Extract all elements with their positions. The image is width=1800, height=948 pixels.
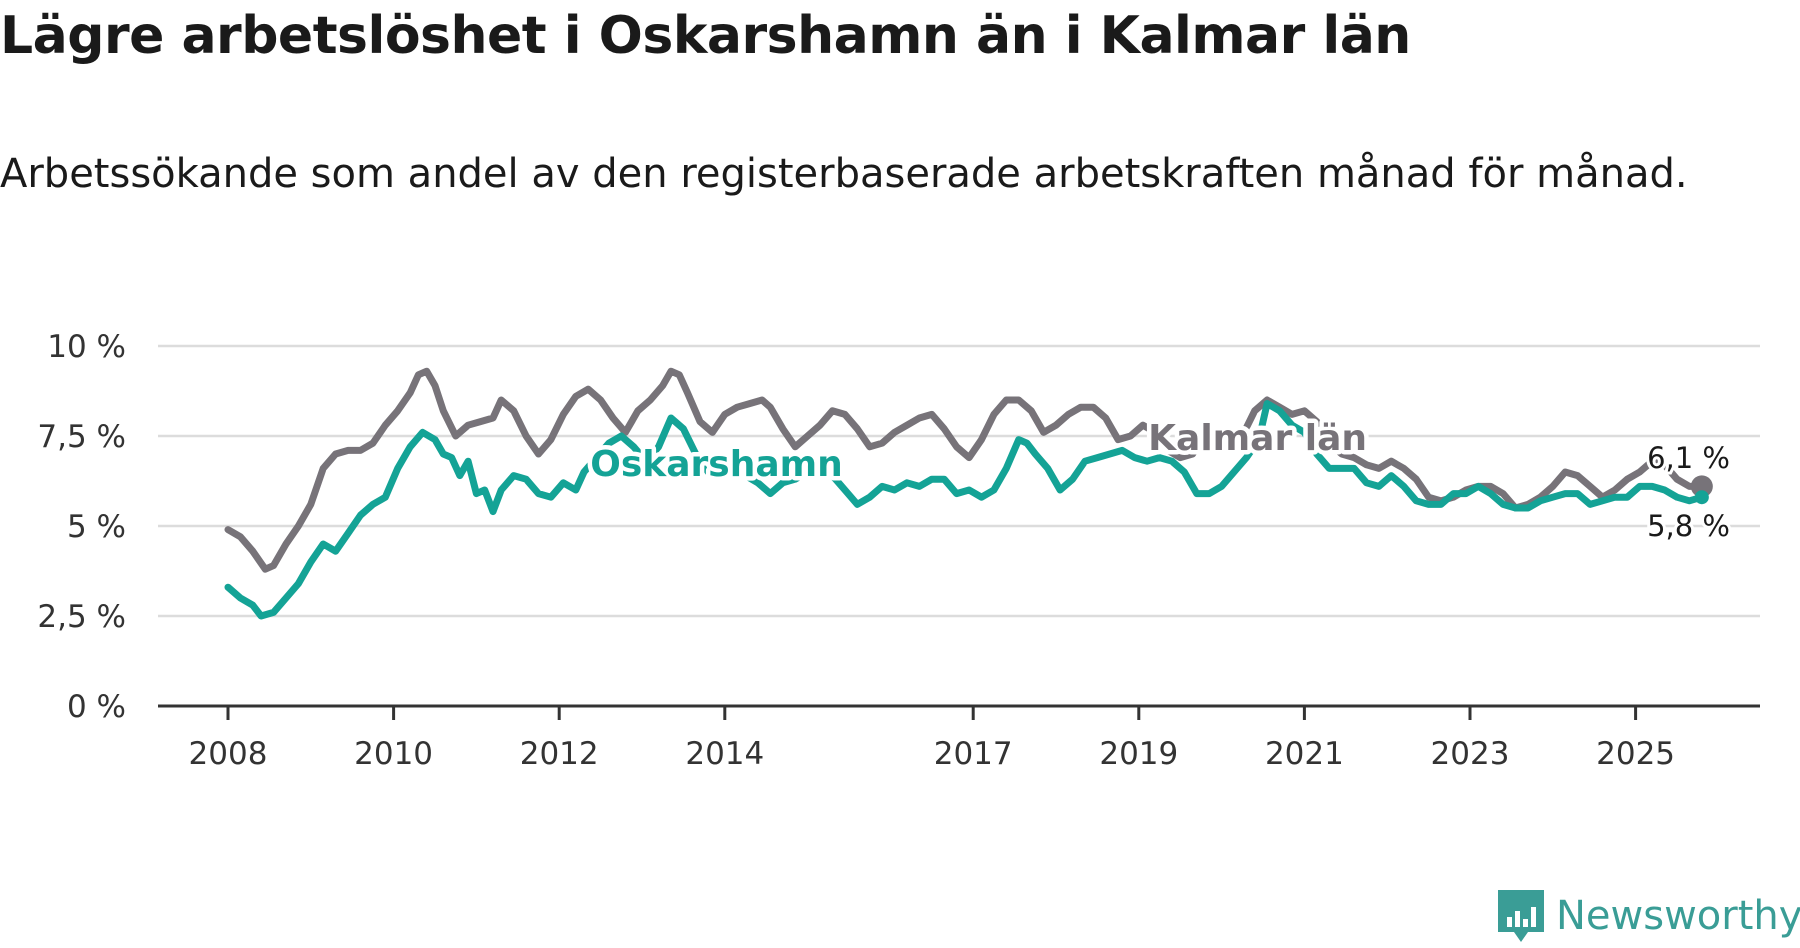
end-value-label-oskarshamn: 5,8 % bbox=[1647, 509, 1730, 543]
end-point-oskarshamn bbox=[1694, 490, 1709, 505]
newsworthy-logo: Newsworthy bbox=[1496, 888, 1800, 944]
series-label-oskarshamn: Oskarshamn bbox=[590, 444, 843, 485]
y-tick-label: 7,5 % bbox=[37, 419, 126, 455]
y-tick-label: 0 % bbox=[67, 689, 126, 725]
series-labels: Oskarshamn Kalmar län 6,1 % 5,8 % bbox=[586, 414, 1733, 547]
y-tick-label: 10 % bbox=[47, 329, 126, 365]
chart-title: Lägre arbetslöshet i Oskarshamn än i Kal… bbox=[0, 6, 1411, 66]
axes: 0 % 2,5 % 5 % 7,5 % 10 % 2008 2010 2012 2014 2017… bbox=[37, 329, 1760, 772]
newsworthy-logo-icon bbox=[1498, 890, 1544, 942]
series-lines bbox=[224, 367, 1713, 620]
series-label-kalmar-lan: Kalmar län bbox=[1148, 418, 1367, 459]
end-value-label-kalmar-lan: 6,1 % bbox=[1647, 441, 1730, 475]
series-line-oskarshamn bbox=[224, 400, 1706, 620]
chart-subtitle: Arbetssökande som andel av den registerb… bbox=[0, 151, 1688, 197]
x-tick-label: 2014 bbox=[685, 736, 764, 772]
x-tick-label: 2019 bbox=[1099, 736, 1178, 772]
x-tick-label: 2021 bbox=[1265, 736, 1344, 772]
x-tick-label: 2008 bbox=[189, 736, 268, 772]
newsworthy-logo-text: Newsworthy bbox=[1556, 893, 1800, 939]
x-tick-label: 2010 bbox=[354, 736, 433, 772]
x-tick-label: 2023 bbox=[1431, 736, 1510, 772]
line-chart: 0 % 2,5 % 5 % 7,5 % 10 % 2008 2010 2012 2014 2017… bbox=[37, 329, 1760, 772]
x-tick-label: 2025 bbox=[1596, 736, 1675, 772]
y-tick-label: 5 % bbox=[67, 509, 126, 545]
series-line-kalmar-lan bbox=[224, 367, 1706, 573]
end-point-kalmar-lan bbox=[1690, 475, 1713, 498]
y-tick-label: 2,5 % bbox=[37, 599, 126, 635]
x-tick-label: 2012 bbox=[520, 736, 599, 772]
gridlines bbox=[158, 344, 1760, 618]
x-tick-label: 2017 bbox=[934, 736, 1013, 772]
